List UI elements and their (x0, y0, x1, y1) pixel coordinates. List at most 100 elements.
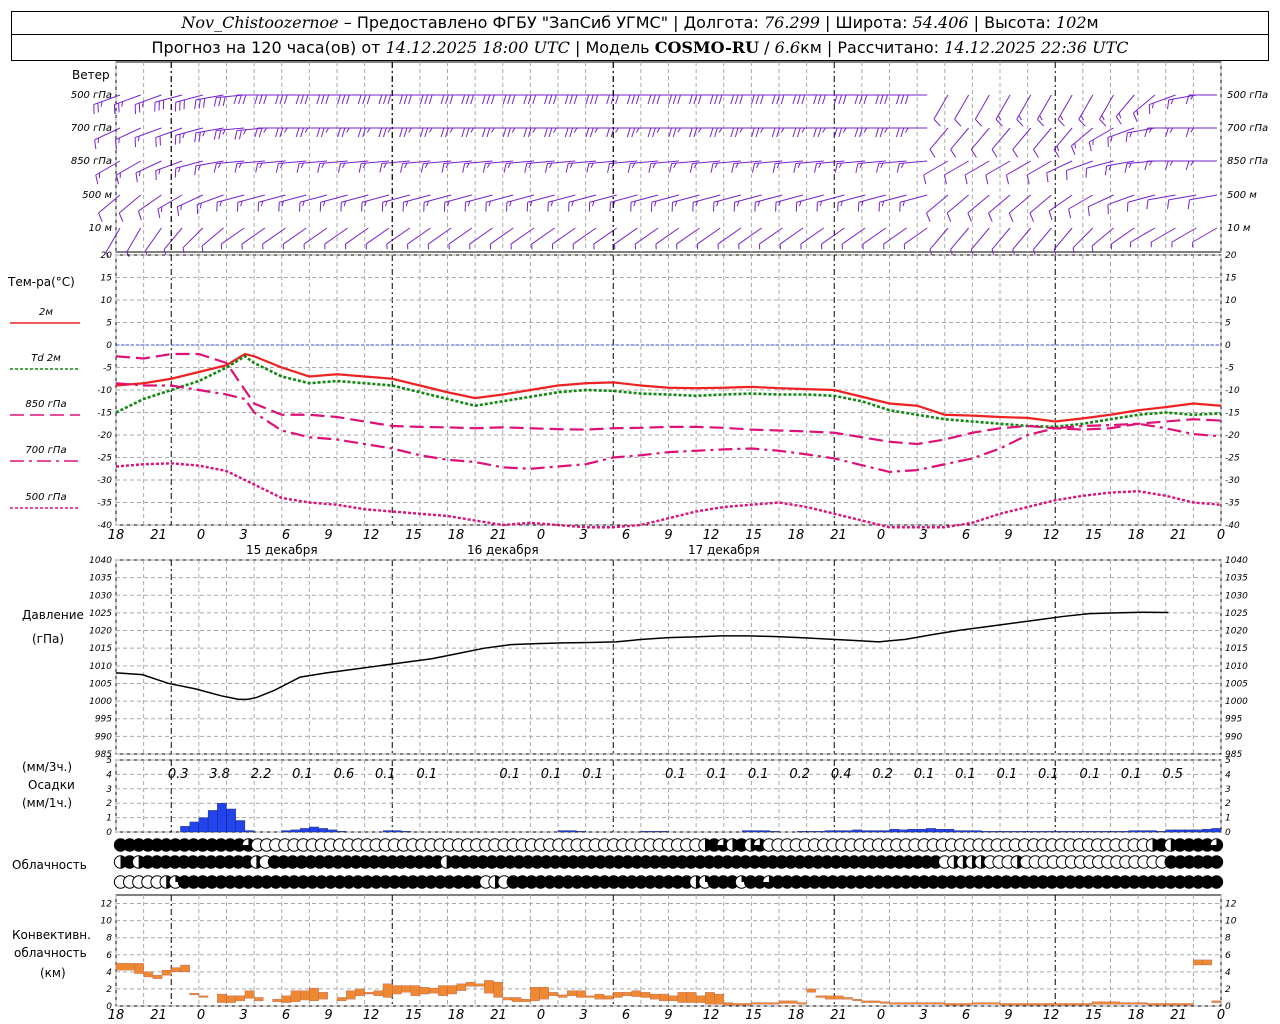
wind-level-label-left: 500 м (82, 190, 112, 201)
wind-barb-feather (1125, 132, 1128, 143)
conv-xtick: 0 (537, 1008, 545, 1023)
wind-barb (275, 127, 307, 138)
pressure-ytick-left: 1035 (89, 574, 112, 584)
cloud-symbol (974, 855, 988, 869)
wind-barb (1078, 94, 1094, 127)
wind-barb-feather (672, 127, 677, 138)
wind-barb-feather (954, 118, 962, 127)
wind-barb-feather (709, 127, 714, 138)
precip-bar (990, 831, 1001, 833)
precip-bar (1082, 831, 1093, 833)
wind-barb-feather (222, 96, 226, 106)
conv-bar (1027, 1003, 1037, 1006)
wind-barb-staff (490, 227, 514, 245)
precip-unit-1h: (мм/1ч.) (22, 796, 73, 810)
wind-barb-staff (510, 227, 535, 245)
wind-barb-feather (275, 127, 279, 138)
wind-barb (588, 194, 617, 212)
wind-barb-staff (115, 127, 141, 141)
wind-barb (220, 227, 245, 250)
conv-bar (474, 983, 485, 987)
wind-barb-feather (502, 94, 507, 105)
wind-barb-feather (95, 174, 99, 185)
wind-barb (420, 160, 452, 173)
wind-barb-feather (238, 129, 242, 140)
conv-bar (1036, 1003, 1047, 1006)
wind-barb-staff (650, 160, 679, 164)
wind-barb-staff (1168, 94, 1197, 101)
wind-barb (923, 160, 949, 185)
resolution-unit: км (800, 38, 822, 57)
wind-barb-staff (154, 94, 183, 103)
wind-barb-feather (346, 94, 350, 105)
wind-barb-feather (647, 127, 652, 138)
wind-barb (710, 160, 741, 173)
wind-barb-staff (933, 94, 949, 120)
wind-barb (1016, 94, 1032, 127)
wind-barb (176, 194, 204, 217)
wind-barb-staff (1036, 94, 1052, 120)
wind-barb-feather (198, 99, 201, 109)
wind-barb-feather (105, 252, 109, 258)
wind-barb-feather (689, 163, 693, 173)
wind-barb (174, 127, 203, 145)
conv-bar (1202, 959, 1212, 966)
precip-3h-total: 0.3 (168, 767, 189, 782)
wind-barb-feather (895, 127, 900, 138)
precip-bar (659, 831, 669, 833)
wind-barb-staff (1072, 227, 1094, 249)
wind-barb-feather (275, 94, 279, 105)
wind-barb-feather (255, 163, 259, 173)
wind-barb-staff (98, 194, 121, 214)
wind-barb-feather (470, 94, 475, 105)
day-label: 16 декабря (467, 543, 539, 557)
precip-bar (880, 830, 890, 833)
conv-bar (198, 995, 209, 998)
wind-barb-feather (158, 168, 161, 175)
pressure-ytick-left: 1040 (89, 556, 112, 566)
wind-barb-staff (926, 194, 949, 214)
wind-barb-feather (548, 94, 553, 105)
wind-barb-staff (1053, 227, 1073, 250)
conv-bar (392, 985, 402, 995)
wind-barb-staff (672, 194, 700, 203)
wind-barb (738, 227, 762, 250)
wind-barb-feather (693, 162, 698, 169)
wind-barb-feather (387, 127, 392, 133)
precip-3h-total: 0.1 (1079, 767, 1100, 782)
wind-barb-staff (1046, 160, 1073, 174)
precip-bar (1165, 829, 1176, 833)
precip-bar (336, 831, 347, 833)
wind-barb (1057, 94, 1073, 127)
conv-bar (502, 997, 513, 1001)
wind-barb-feather (234, 130, 238, 140)
wind-barb-staff (837, 160, 866, 164)
precip-3h-total: 0.1 (665, 767, 686, 782)
precip-bar (898, 829, 909, 833)
wind-barb-staff (241, 227, 266, 245)
wind-barb-staff (448, 227, 473, 245)
wind-barb-feather (1018, 115, 1022, 121)
wind-level-label-right: 850 гПа (1227, 156, 1268, 167)
wind-barb-staff (817, 194, 845, 203)
wind-barb-feather (1056, 145, 1060, 152)
wind-barb (988, 194, 1011, 222)
wind-barb (296, 160, 328, 173)
wind-barb-feather (652, 94, 656, 105)
wind-barb-feather (668, 94, 673, 105)
wind-barb-feather (445, 127, 449, 138)
wind-barb-staff (506, 194, 535, 203)
wind-barb-feather (114, 139, 118, 150)
conv-xtick: 18 (448, 1008, 465, 1023)
forecast-text: Прогноз на 120 часа(ов) от (151, 38, 381, 57)
wind-barb-feather (626, 127, 631, 138)
wind-barb-feather (818, 162, 822, 169)
precip-bar (889, 828, 899, 833)
wind-barb-staff (800, 227, 825, 245)
wind-barb-feather (900, 127, 905, 138)
precip-bar (198, 817, 209, 833)
wind-barb-feather (527, 127, 532, 138)
temp-ytick-left: -40 (97, 521, 112, 531)
wind-barb-feather (1008, 212, 1014, 222)
calc-label: Рассчитано: (837, 38, 940, 57)
